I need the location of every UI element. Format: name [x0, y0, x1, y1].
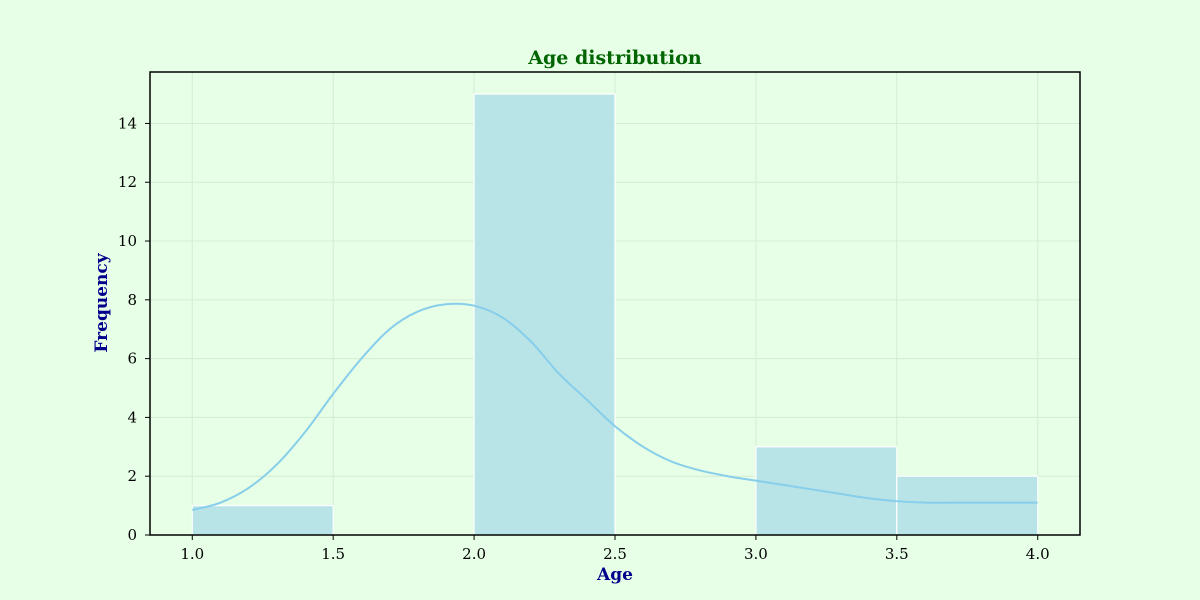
- x-tick-label: 3.0: [744, 545, 768, 563]
- y-axis-label: Frequency: [92, 252, 112, 352]
- kde-curve: [192, 302, 1038, 511]
- y-tick-label: 6: [127, 350, 137, 368]
- y-tick-label: 0: [127, 526, 137, 544]
- histogram-bar: [191, 505, 334, 536]
- histogram-bar: [896, 475, 1039, 536]
- x-axis-ticks: 1.0 1.5 2.0 2.5 3.0 3.5 4.0: [180, 535, 1050, 563]
- y-tick-label: 8: [127, 291, 137, 309]
- y-axis-ticks: 0 2 4 6 8 10 12 14: [118, 114, 150, 544]
- y-tick-label: 12: [118, 173, 137, 191]
- y-tick-label: 4: [127, 408, 137, 426]
- chart-title: Age distribution: [527, 47, 702, 69]
- y-tick-label: 2: [127, 467, 137, 485]
- x-tick-label: 2.0: [462, 545, 486, 563]
- x-tick-label: 1.5: [321, 545, 345, 563]
- y-tick-label: 10: [118, 232, 137, 250]
- x-tick-label: 2.5: [603, 545, 627, 563]
- x-axis-label: Age: [596, 565, 633, 585]
- kde-curve-group: [192, 302, 1038, 511]
- x-tick-label: 1.0: [180, 545, 204, 563]
- x-tick-label: 3.5: [885, 545, 909, 563]
- x-tick-label: 4.0: [1026, 545, 1050, 563]
- y-tick-label: 14: [118, 114, 137, 132]
- histogram-bars: [191, 93, 1039, 536]
